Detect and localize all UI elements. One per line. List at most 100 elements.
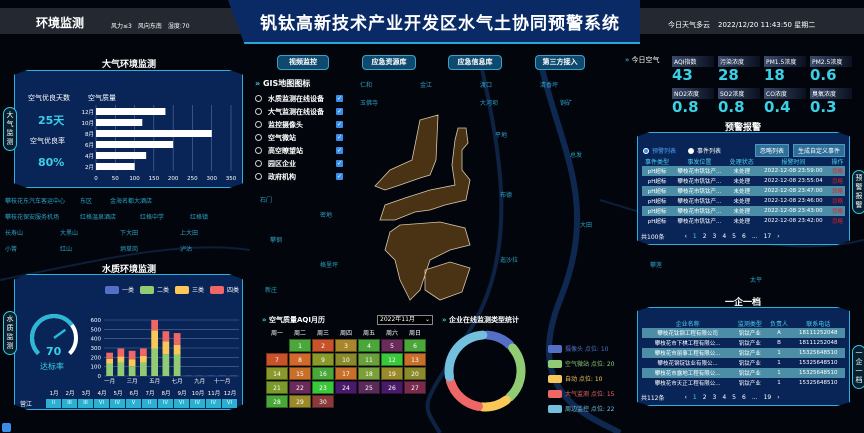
column-header[interactable]: 企业名称 [675, 320, 700, 328]
legend-item[interactable]: 四类 [210, 284, 239, 295]
layer-checkbox[interactable]: ✓ [336, 134, 343, 141]
legend-item[interactable]: 一类 [105, 284, 134, 295]
calendar-day[interactable]: 25 [358, 381, 380, 394]
table-row[interactable]: 攀枝花市天正工程有限公... 钒钛产业 1 15325648510 [642, 378, 845, 388]
calendar-day[interactable]: 30 [312, 395, 334, 408]
ignore-link[interactable]: 忽略 [831, 179, 843, 185]
prev-page-icon[interactable]: ‹ [684, 233, 687, 240]
calendar-day[interactable]: 19 [381, 367, 403, 380]
calendar-day[interactable]: 12 [381, 353, 403, 366]
calendar-day[interactable]: 8 [289, 353, 311, 366]
third-party-button[interactable]: 第三方接入 [535, 55, 585, 70]
calendar-day[interactable]: 13 [404, 353, 426, 366]
gis-layer-item[interactable]: 水质监测在线设备 ✓ [255, 92, 343, 105]
page-4[interactable]: 4 [722, 394, 727, 401]
page-2[interactable]: 2 [702, 394, 707, 401]
page-1[interactable]: 1 [692, 233, 697, 240]
page-3[interactable]: 3 [712, 233, 717, 240]
calendar-day[interactable]: 16 [312, 367, 334, 380]
gis-layer-item[interactable]: 大气监测在线设备 ✓ [255, 105, 343, 118]
column-header[interactable]: 操作 [831, 158, 844, 166]
table-row[interactable]: 攀枝花市下棋工程有限公... 钒钛产业 B 18111252048 [642, 338, 845, 348]
page-1[interactable]: 1 [692, 394, 697, 401]
legend-item[interactable]: 大气监测 点位: 15 [548, 388, 614, 399]
legend-item[interactable]: 三类 [175, 284, 204, 295]
ignore-link[interactable]: 忽略 [829, 166, 845, 176]
calendar-day[interactable]: 4 [358, 339, 380, 352]
page-3[interactable]: 3 [712, 394, 717, 401]
ignore-link[interactable]: 忽略 [831, 219, 843, 225]
calendar-day[interactable]: 21 [266, 381, 288, 394]
calendar-day[interactable]: 5 [381, 339, 403, 352]
gis-layer-item[interactable]: 监控摄像头 ✓ [255, 118, 343, 131]
calendar-day[interactable]: 22 [289, 381, 311, 394]
ignore-link[interactable]: 忽略 [831, 199, 843, 205]
page-4[interactable]: 4 [722, 233, 727, 240]
next-page-icon[interactable]: › [777, 233, 780, 240]
page-5[interactable]: 5 [732, 394, 736, 401]
radio-event-list[interactable]: 事件列表 [688, 146, 721, 155]
page-2[interactable]: 2 [702, 233, 707, 240]
layer-checkbox[interactable]: ✓ [336, 147, 343, 154]
calendar-day[interactable]: 27 [404, 381, 426, 394]
calendar-day[interactable]: 26 [381, 381, 403, 394]
ignore-link[interactable]: 忽略 [829, 206, 845, 216]
column-header[interactable]: 报警时间 [781, 158, 806, 166]
app-icon[interactable] [2, 423, 11, 432]
calendar-day[interactable]: 7 [266, 353, 288, 366]
legend-item[interactable]: 空气微站 点位: 20 [548, 358, 614, 369]
calendar-day[interactable]: 17 [335, 367, 357, 380]
donut-slice-空气微站[interactable] [505, 343, 526, 402]
calendar-day[interactable]: 6 [404, 339, 426, 352]
custom-event-button[interactable]: 生成自定义事件 [792, 144, 845, 157]
column-header[interactable]: 监测类型 [737, 320, 762, 328]
gis-layer-item[interactable]: 政府机构 ✓ [255, 170, 343, 183]
calendar-day[interactable]: 9 [312, 353, 334, 366]
table-row[interactable]: pH超标 攀枝花市钒钛产... 未处理 2022-12-08 23:59:00 忽略 [642, 166, 845, 176]
column-header[interactable]: 联系电话 [806, 320, 831, 328]
calendar-day[interactable]: 23 [312, 381, 334, 394]
column-header[interactable]: 事发位置 [687, 158, 712, 166]
calendar-day[interactable]: 11 [358, 353, 380, 366]
page-...[interactable]: ... [751, 394, 758, 401]
calendar-day[interactable]: 15 [289, 367, 311, 380]
table-row[interactable]: pH超标 攀枝花市钒钛产... 未处理 2022-12-08 23:42:00 忽略 [642, 216, 845, 226]
table-row[interactable]: 攀枝花市露地工程有限公... 钒钛产业 1 15325648510 [642, 368, 845, 378]
layer-checkbox[interactable]: ✓ [336, 173, 343, 180]
column-header[interactable]: 负责人 [770, 320, 789, 328]
column-header[interactable]: 事件类型 [645, 158, 670, 166]
side-tab-air[interactable]: 大气监测 [3, 107, 17, 151]
calendar-day[interactable]: 29 [289, 395, 311, 408]
ignore-list-button[interactable]: 忽略列表 [754, 144, 789, 157]
table-row[interactable]: pH超标 攀枝花市钒钛产... 未处理 2022-12-08 23:43:00 忽略 [642, 206, 845, 216]
legend-item[interactable]: 周边监控 点位: 22 [548, 403, 614, 414]
calendar-day[interactable]: 28 [266, 395, 288, 408]
legend-item[interactable]: 自动 点位: 10 [548, 373, 614, 384]
prev-page-icon[interactable]: ‹ [684, 394, 687, 401]
table-row[interactable]: pH超标 攀枝花市钒钛产... 未处理 2022-12-08 23:47:00 忽略 [642, 186, 845, 196]
donut-slice-自动[interactable] [478, 395, 511, 412]
side-tab-alert[interactable]: 预警报警 [852, 170, 864, 214]
table-row[interactable]: pH超标 攀枝花市钒钛产... 未处理 2022-12-08 23:46:00 忽略 [642, 196, 845, 206]
gis-layer-item[interactable]: 高空瞭望站 ✓ [255, 144, 343, 157]
table-row[interactable]: 攀枝花市丽事工程有限公... 钒钛产业 1 15325648510 [642, 348, 845, 358]
page-6[interactable]: 6 [742, 394, 746, 401]
donut-slice-大气监测[interactable] [445, 376, 483, 411]
page-19[interactable]: 19 [763, 394, 772, 401]
legend-item[interactable]: 摄像头 点位: 10 [548, 343, 614, 354]
calendar-day[interactable]: 2 [312, 339, 334, 352]
month-select[interactable]: 2022年11月 ⌄ [377, 315, 433, 325]
side-tab-enterprise[interactable]: 一企一档 [852, 345, 864, 389]
calendar-day[interactable]: 1 [289, 339, 311, 352]
table-row[interactable]: 攀枝花钛钢工程有限公司 钒钛产业 A 18111252048 [642, 328, 845, 338]
column-header[interactable]: 处理状态 [729, 158, 754, 166]
layer-checkbox[interactable]: ✓ [336, 108, 343, 115]
layer-checkbox[interactable]: ✓ [336, 95, 343, 102]
video-monitor-button[interactable]: 视频监控 [277, 55, 329, 70]
table-row[interactable]: 攀枝花钢锭钛业有限公... 钒钛产业 1 15325648510 [642, 358, 845, 368]
emergency-info-button[interactable]: 应急信息库 [448, 55, 502, 70]
legend-item[interactable]: 二类 [140, 284, 169, 295]
calendar-day[interactable]: 10 [335, 353, 357, 366]
donut-slice-周边监控[interactable] [444, 330, 488, 382]
